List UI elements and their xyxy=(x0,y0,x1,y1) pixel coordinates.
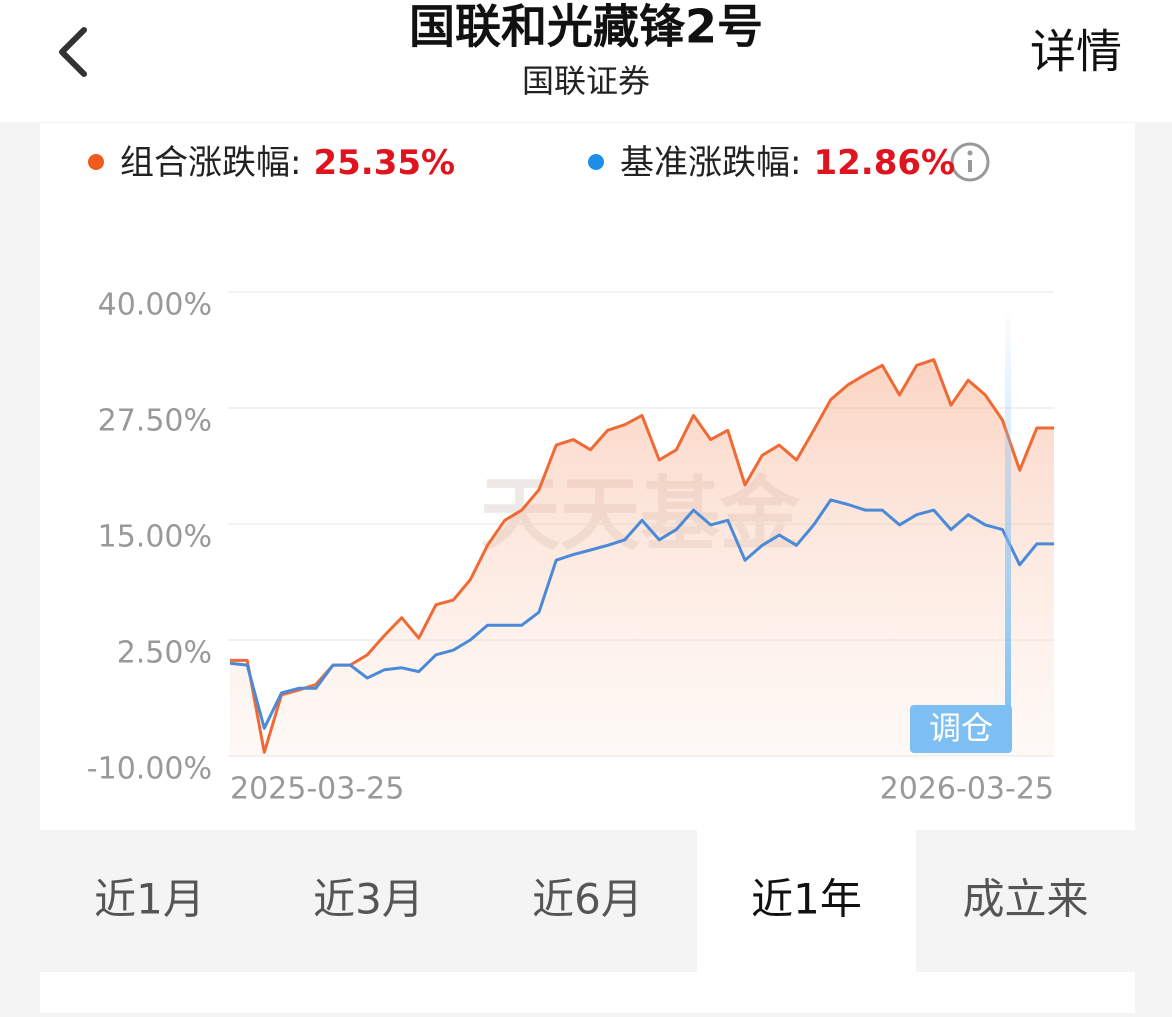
tab-bg xyxy=(40,830,259,972)
back-button[interactable] xyxy=(59,27,87,77)
legend-entry: 组合涨跌幅: 25.35% xyxy=(120,143,455,183)
info-icon-dot xyxy=(967,150,973,156)
tab-bg xyxy=(478,830,697,972)
legend-value: 25.35% xyxy=(313,143,455,183)
tab[interactable]: 近1月 xyxy=(94,875,205,924)
info-icon[interactable] xyxy=(950,142,990,182)
x-tick-label: 2026-03-25 xyxy=(880,772,1054,807)
y-tick-label: 15.00% xyxy=(98,520,212,555)
y-tick-label: 2.50% xyxy=(117,636,212,671)
x-tick-label: 2025-03-25 xyxy=(230,772,404,807)
annotation: 调仓 xyxy=(929,709,993,747)
legend-entry: 基准涨跌幅: 12.86% xyxy=(620,143,955,183)
annotation-line xyxy=(1005,305,1011,725)
tab-bg xyxy=(916,830,1135,972)
header-bg xyxy=(0,0,1172,122)
tab[interactable]: 近1年 xyxy=(751,875,862,924)
y-tick-label: 40.00% xyxy=(98,288,212,323)
tab[interactable]: 成立来 xyxy=(962,875,1088,924)
area xyxy=(230,359,1054,756)
legend-dot xyxy=(88,154,104,170)
page-title: 国联和光藏锋2号 xyxy=(409,0,763,54)
legend-dot xyxy=(588,154,604,170)
tab-bg xyxy=(259,830,478,972)
series-line xyxy=(230,358,1054,754)
plot: 天天基金-10.00%2.50%15.00%27.50%40.00%2025-0… xyxy=(87,288,1054,807)
tab[interactable]: 近3月 xyxy=(313,875,424,924)
series-line xyxy=(229,498,1054,730)
page-subtitle: 国联证券 xyxy=(522,62,650,100)
tab[interactable]: 近6月 xyxy=(532,875,643,924)
y-tick-label: -10.00% xyxy=(87,752,212,787)
tab-bg xyxy=(697,830,916,972)
info-icon-bar xyxy=(968,160,972,172)
legend-value: 12.86% xyxy=(813,143,955,183)
detail-button[interactable]: 详情 xyxy=(1030,25,1122,79)
tabs: 近1月 近3月 近6月 近1年 成立来 xyxy=(40,830,1135,972)
y-tick-label: 27.50% xyxy=(98,404,212,439)
legend-name: 基准涨跌幅: xyxy=(620,143,801,183)
annotation-box xyxy=(910,705,1012,753)
legend-name: 组合涨跌幅: xyxy=(120,143,301,183)
